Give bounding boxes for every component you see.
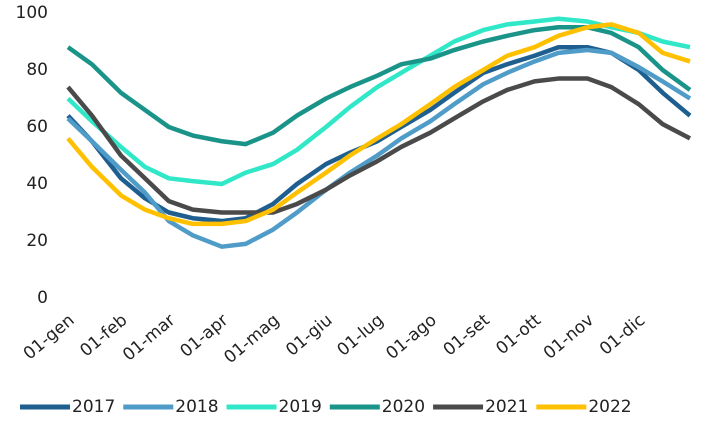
y-tick-label: 40 — [26, 174, 48, 194]
series-line — [66, 22, 691, 227]
legend-label: 2017 — [72, 397, 115, 417]
y-tick-label: 20 — [26, 231, 48, 251]
series-line — [66, 16, 691, 187]
x-tick-label: 01-giu — [282, 310, 336, 360]
x-tick-label: 01-set — [440, 310, 494, 360]
legend-label: 2019 — [279, 397, 322, 417]
legend-label: 2018 — [175, 397, 218, 417]
series-line — [66, 47, 692, 249]
y-tick-label: 80 — [26, 60, 48, 80]
legend-label: 2021 — [485, 397, 528, 417]
x-tick-label: 01-lug — [333, 310, 387, 360]
x-tick-label: 01-gen — [20, 310, 79, 364]
x-tick-label: 01-mag — [220, 310, 283, 367]
legend-label: 2022 — [588, 397, 631, 417]
series-line — [66, 44, 692, 224]
y-tick-label: 0 — [37, 288, 48, 308]
x-tick-label: 01-dic — [596, 310, 649, 359]
x-tick-label: 01-ago — [382, 310, 440, 363]
series-line — [66, 76, 692, 215]
y-tick-label: 100 — [16, 3, 48, 23]
y-tick-label: 60 — [26, 117, 48, 137]
x-tick-label: 01-mar — [119, 310, 179, 365]
legend-label: 2020 — [382, 397, 425, 417]
x-tick-label: 01-nov — [540, 310, 598, 363]
x-tick-label: 01-ott — [492, 310, 545, 359]
